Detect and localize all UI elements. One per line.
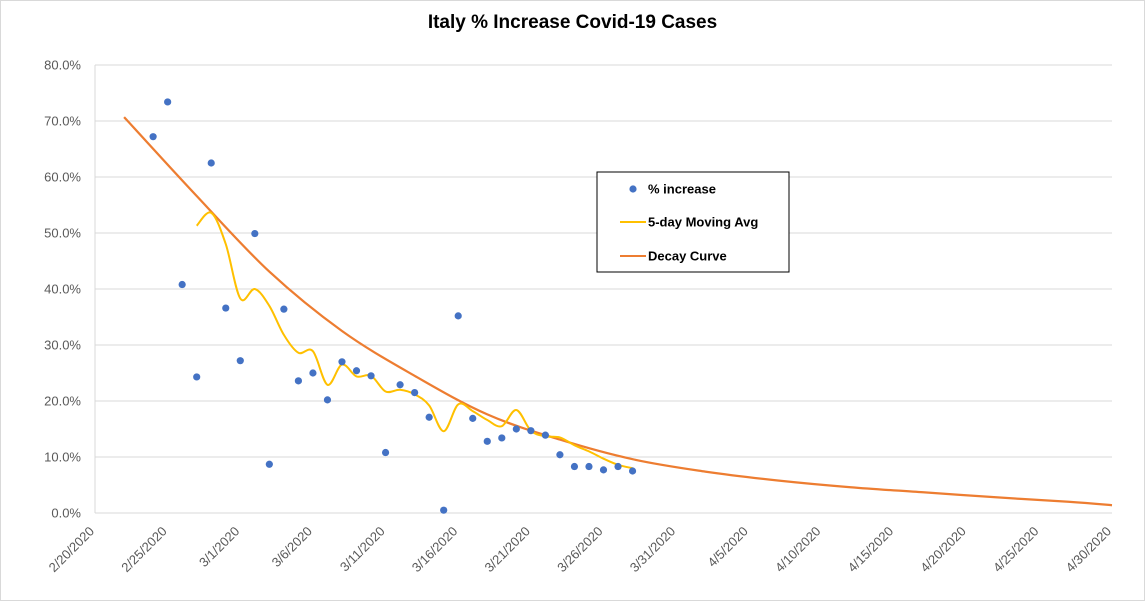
scatter-point bbox=[556, 451, 564, 459]
scatter-point bbox=[352, 367, 361, 375]
y-tick-label: 20.0% bbox=[44, 394, 81, 409]
scatter-point bbox=[512, 425, 520, 433]
scatter-point bbox=[149, 133, 157, 141]
x-tick-labels: 2/20/2020 2/25/2020 3/1/2020 3/6/2020 3/11/2… bbox=[46, 524, 1115, 576]
scatter-point bbox=[367, 372, 375, 380]
scatter-point bbox=[425, 413, 433, 421]
y-tick-label: 30.0% bbox=[44, 338, 81, 353]
legend-marker-scatter bbox=[629, 185, 637, 193]
y-tick-label: 0.0% bbox=[51, 506, 81, 521]
x-tick-label: 3/26/2020 bbox=[554, 524, 606, 576]
scatter-point bbox=[251, 229, 259, 238]
scatter-point bbox=[294, 377, 302, 385]
scatter-point bbox=[469, 414, 477, 422]
scatter-point bbox=[527, 427, 535, 435]
x-tick-label: 4/30/2020 bbox=[1063, 524, 1115, 576]
decay-curve-series bbox=[123, 116, 1113, 507]
scatter-point bbox=[440, 506, 448, 514]
y-tick-label: 50.0% bbox=[44, 226, 81, 241]
scatter-point bbox=[323, 396, 332, 404]
y-tick-label: 40.0% bbox=[44, 282, 81, 297]
scatter-point bbox=[498, 434, 506, 442]
y-tick-label: 10.0% bbox=[44, 450, 81, 465]
legend: % increase 5-day Moving Avg Decay Curve bbox=[596, 171, 790, 273]
scatter-point bbox=[483, 437, 491, 445]
x-tick-label: 3/16/2020 bbox=[409, 524, 461, 576]
x-tick-label: 4/5/2020 bbox=[705, 524, 751, 570]
scatter-point bbox=[164, 98, 172, 106]
scatter-point bbox=[396, 381, 404, 389]
scatter-point bbox=[541, 431, 549, 439]
legend-label: Decay Curve bbox=[648, 249, 727, 264]
scatter-point bbox=[265, 460, 273, 468]
x-tick-label: 3/6/2020 bbox=[269, 524, 315, 570]
scatter-point bbox=[280, 305, 288, 313]
legend-label: % increase bbox=[648, 182, 716, 197]
y-tick-label: 70.0% bbox=[44, 114, 81, 129]
scatter-point bbox=[222, 304, 230, 312]
chart-title: Italy % Increase Covid-19 Cases bbox=[427, 12, 718, 33]
y-tick-labels: 0.0% 10.0% 20.0% 30.0% 40.0% 50.0% 60.0% 70.0% 8… bbox=[44, 58, 81, 521]
scatter-point bbox=[570, 462, 579, 471]
y-tick-label: 60.0% bbox=[44, 170, 81, 185]
x-tick-label: 2/20/2020 bbox=[46, 524, 98, 576]
scatter-point bbox=[381, 448, 390, 457]
scatter-point bbox=[454, 312, 462, 320]
scatter-point bbox=[411, 389, 419, 397]
x-tick-label: 3/1/2020 bbox=[196, 524, 242, 570]
x-tick-label: 2/25/2020 bbox=[118, 524, 170, 576]
moving-average-series bbox=[195, 211, 633, 470]
scatter-point bbox=[614, 462, 622, 471]
x-tick-label: 4/20/2020 bbox=[917, 524, 969, 576]
scatter-point bbox=[628, 467, 637, 475]
scatter-point bbox=[309, 369, 317, 377]
scatter-point bbox=[236, 357, 244, 365]
moving-average-line bbox=[195, 211, 633, 470]
decay-curve-line bbox=[123, 116, 1113, 507]
scatter-point bbox=[193, 373, 201, 381]
x-tick-label: 4/10/2020 bbox=[772, 524, 824, 576]
gridlines bbox=[94, 64, 1112, 514]
y-tick-label: 80.0% bbox=[44, 58, 81, 73]
x-tick-label: 3/21/2020 bbox=[481, 524, 533, 576]
x-tick-label: 4/25/2020 bbox=[990, 524, 1042, 576]
legend-label: 5-day Moving Avg bbox=[648, 215, 758, 230]
scatter-point bbox=[585, 462, 593, 471]
scatter-point bbox=[207, 159, 215, 167]
scatter-point bbox=[599, 466, 608, 474]
x-tick-label: 3/11/2020 bbox=[337, 524, 388, 575]
x-tick-label: 3/31/2020 bbox=[627, 524, 679, 576]
percent-increase-series bbox=[149, 98, 637, 514]
x-tick-label: 4/15/2020 bbox=[845, 524, 897, 576]
scatter-point bbox=[338, 358, 346, 366]
scatter-point bbox=[178, 280, 186, 289]
